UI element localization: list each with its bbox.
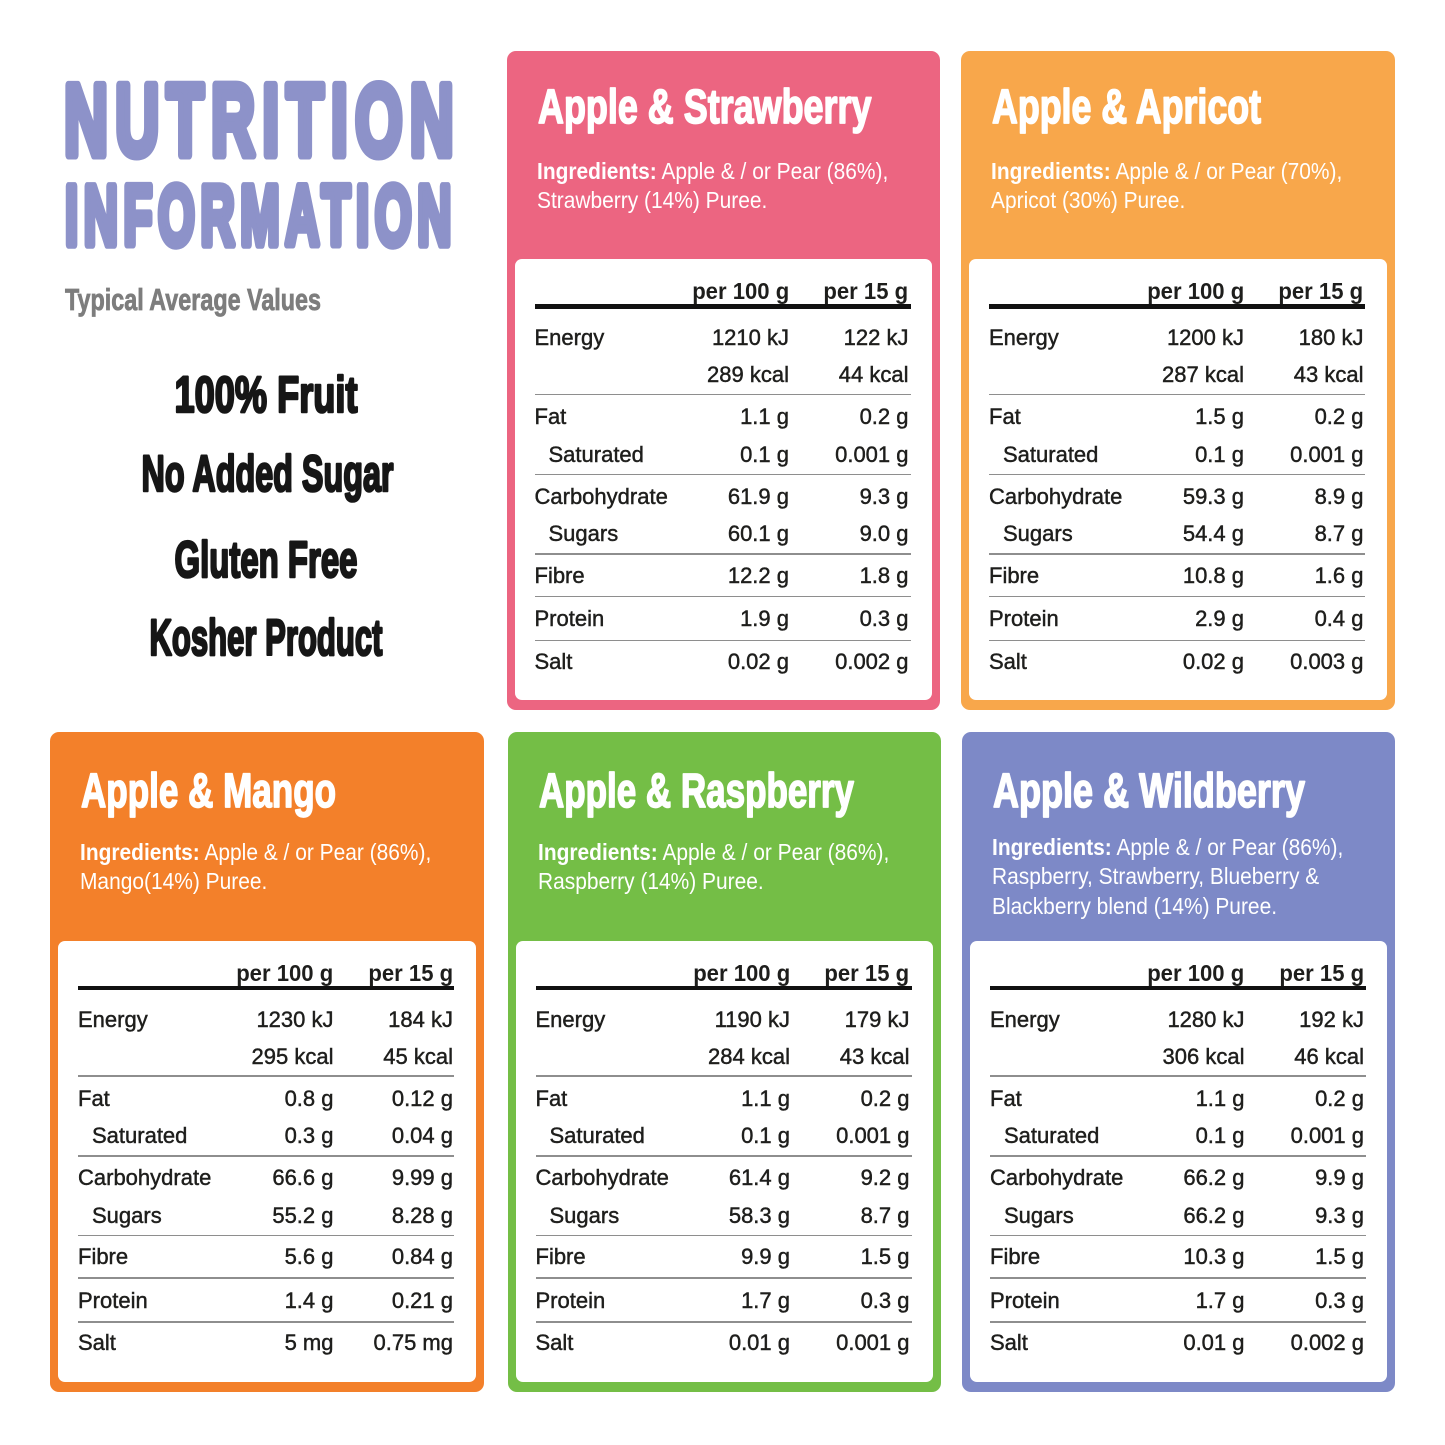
svg-text:No Added Sugar: No Added Sugar	[142, 445, 394, 502]
svg-text:INFORMATION: INFORMATION	[65, 169, 457, 263]
svg-text:Apple & Wildberry: Apple & Wildberry	[993, 765, 1305, 818]
svg-text:Apple & Apricot: Apple & Apricot	[992, 81, 1261, 134]
svg-text:Apple & Strawberry: Apple & Strawberry	[538, 81, 872, 134]
svg-text:Apple & Mango: Apple & Mango	[81, 765, 336, 818]
svg-text:Kosher Product: Kosher Product	[150, 609, 383, 666]
svg-text:Typical Average Values: Typical Average Values	[65, 282, 321, 317]
svg-text:NUTRITION: NUTRITION	[64, 65, 461, 177]
svg-text:Gluten Free: Gluten Free	[175, 531, 358, 588]
svg-text:100% Fruit: 100% Fruit	[175, 366, 358, 423]
svg-text:Apple & Raspberry: Apple & Raspberry	[539, 765, 854, 818]
